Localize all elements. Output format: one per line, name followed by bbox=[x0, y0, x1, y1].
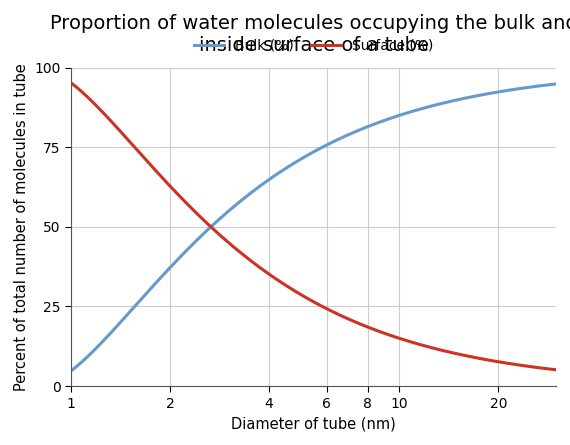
Bulk (%) bbox=[553, 81, 560, 87]
Bulk (%) bbox=[330, 139, 337, 144]
Surface (%) bbox=[465, 354, 472, 359]
Line: Bulk (%): Bulk (%) bbox=[71, 84, 556, 371]
Title: Proportion of water molecules occupying the bulk and
inside surface of a tube: Proportion of water molecules occupying … bbox=[50, 14, 570, 55]
Bulk (%) bbox=[68, 368, 75, 373]
Bulk (%) bbox=[301, 154, 308, 160]
Bulk (%) bbox=[356, 127, 363, 133]
Surface (%) bbox=[356, 321, 363, 327]
Bulk (%) bbox=[465, 95, 472, 100]
Surface (%) bbox=[298, 292, 305, 298]
Surface (%) bbox=[541, 366, 548, 371]
Bulk (%) bbox=[541, 83, 548, 88]
Surface (%) bbox=[553, 367, 560, 372]
Surface (%) bbox=[301, 294, 308, 299]
X-axis label: Diameter of tube (nm): Diameter of tube (nm) bbox=[231, 416, 396, 431]
Surface (%) bbox=[330, 309, 337, 315]
Bulk (%) bbox=[298, 156, 305, 162]
Line: Surface (%): Surface (%) bbox=[71, 83, 556, 370]
Legend: Bulk (%), Surface (%): Bulk (%), Surface (%) bbox=[188, 33, 439, 58]
Y-axis label: Percent of total number of molecules in tube: Percent of total number of molecules in … bbox=[14, 63, 29, 391]
Surface (%) bbox=[68, 80, 75, 85]
